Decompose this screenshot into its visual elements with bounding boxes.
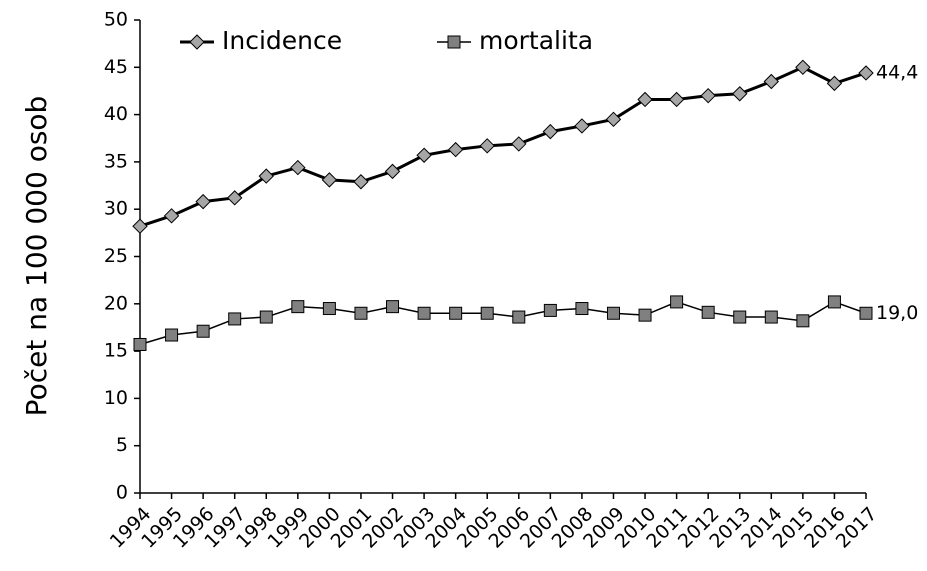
data-point <box>826 75 843 92</box>
data-point <box>827 295 841 309</box>
data-point <box>480 306 494 320</box>
data-point <box>322 302 336 316</box>
data-point <box>670 295 684 309</box>
legend-label: Incidence <box>222 26 342 55</box>
y-axis-title: Počet na 100 000 osob <box>20 96 53 417</box>
data-point <box>226 190 243 206</box>
data-point <box>195 193 211 210</box>
data-point <box>290 159 306 176</box>
data-point <box>700 87 716 104</box>
data-point <box>574 118 590 134</box>
series-line <box>139 301 867 346</box>
data-point <box>416 147 432 163</box>
data-point <box>163 208 180 224</box>
data-point <box>384 163 401 180</box>
data-point <box>859 306 873 320</box>
data-point <box>196 324 210 338</box>
data-point <box>605 111 622 128</box>
y-tick-label: 5 <box>116 434 128 456</box>
data-point <box>764 310 778 324</box>
data-point <box>259 310 273 324</box>
y-tick-label: 25 <box>104 245 128 267</box>
y-tick-label: 0 <box>116 482 128 504</box>
data-point <box>479 138 495 154</box>
data-point <box>417 306 431 320</box>
data-point <box>638 308 652 322</box>
y-tick-label: 10 <box>104 387 128 409</box>
data-point <box>449 306 463 320</box>
data-point <box>543 303 557 317</box>
data-point <box>512 310 526 324</box>
data-point <box>668 91 685 108</box>
series-line <box>139 65 867 228</box>
y-tick-label: 35 <box>104 150 128 172</box>
data-point <box>763 73 780 90</box>
data-point <box>637 91 653 108</box>
y-tick-label: 20 <box>104 292 128 314</box>
data-point <box>858 65 874 81</box>
y-tick-label: 40 <box>104 103 128 125</box>
data-point <box>796 314 810 328</box>
data-point <box>542 123 559 140</box>
data-point <box>132 218 148 234</box>
data-point <box>511 136 527 152</box>
y-tick-label: 15 <box>104 340 128 362</box>
data-point <box>133 337 147 351</box>
data-point <box>354 306 368 320</box>
data-point <box>447 141 464 158</box>
data-point <box>701 305 715 319</box>
data-label: 19,0 <box>876 302 918 324</box>
data-point <box>732 86 748 102</box>
data-point <box>795 59 811 76</box>
y-tick-label: 30 <box>104 198 128 220</box>
data-point <box>353 174 369 190</box>
y-tick-label: 45 <box>104 56 128 78</box>
data-point <box>606 306 620 320</box>
data-point <box>733 310 747 324</box>
data-point <box>228 312 242 326</box>
data-point <box>291 300 305 314</box>
data-point <box>165 328 179 342</box>
legend-marker <box>189 34 205 50</box>
legend-label: mortalita <box>479 26 593 55</box>
data-point <box>321 172 338 188</box>
data-point <box>575 302 589 316</box>
data-point <box>258 168 274 184</box>
data-point <box>386 300 400 314</box>
data-label: 44,4 <box>876 61 918 83</box>
y-tick-label: 50 <box>104 9 128 31</box>
legend-marker <box>447 35 461 49</box>
